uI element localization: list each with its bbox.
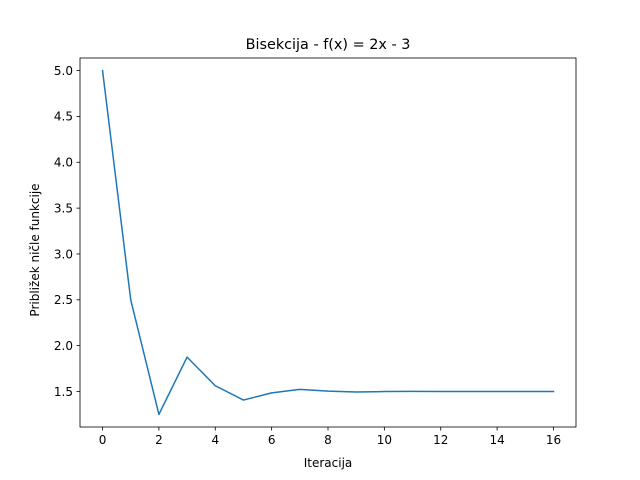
plot-frame [79,57,577,428]
x-tick-label: 10 [377,433,392,447]
y-tick-label: 4.5 [54,110,73,124]
y-tick-label: 2.5 [54,293,73,307]
y-tick-label: 2.0 [54,339,73,353]
y-tick-label: 1.5 [54,385,73,399]
x-tick-label: 2 [155,433,163,447]
x-tick-label: 8 [324,433,332,447]
x-axis-label: Iteracija [304,456,353,470]
series-line-0 [101,69,555,416]
x-tick-label: 0 [99,433,107,447]
x-tick-label: 14 [489,433,504,447]
series-layer [101,69,555,416]
x-tick-label: 6 [268,433,276,447]
x-axis-ticks: 0 2 4 6 8 10 12 14 16 [99,427,561,447]
x-tick-label: 12 [433,433,448,447]
y-tick-label: 5.0 [54,64,73,78]
y-tick-label: 3.5 [54,201,73,215]
x-tick-label: 16 [546,433,561,447]
y-tick-label: 3.0 [54,247,73,261]
y-axis-ticks: 1.5 2.0 2.5 3.0 3.5 4.0 4.5 5.0 [54,64,80,399]
y-tick-label: 4.0 [54,156,73,170]
chart-title: Bisekcija - f(x) = 2x - 3 [246,37,411,53]
y-axis-label: Približek ničle funkcije [28,183,42,316]
x-tick-label: 4 [211,433,219,447]
